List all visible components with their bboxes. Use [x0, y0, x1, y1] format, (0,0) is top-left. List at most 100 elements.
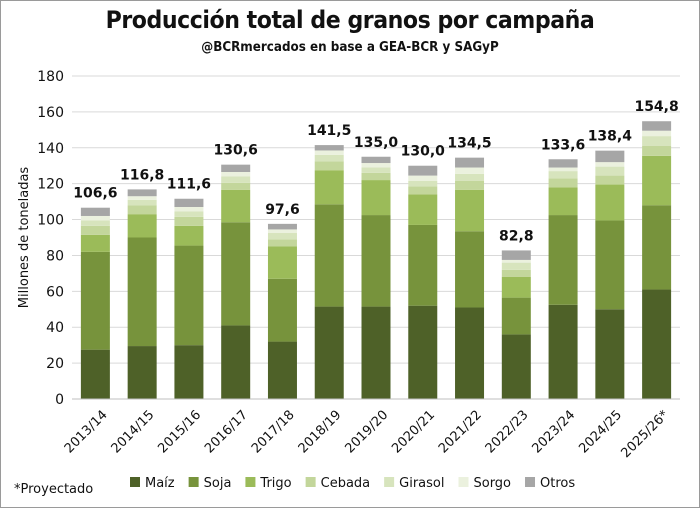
bar-segment [455, 157, 485, 168]
bar-segment [548, 159, 578, 168]
bar-segment [267, 233, 297, 240]
total-label: 130,0 [401, 144, 446, 160]
bar-segment [595, 166, 625, 176]
legend: Maíz Soja Trigo Cebada Girasol Sorgo Otros [130, 476, 575, 491]
x-tick-label: 2020/21 [389, 408, 438, 457]
bar-segment [267, 223, 297, 230]
x-tick-label: 2022/23 [483, 408, 532, 457]
projection-note: *Proyectado [14, 482, 94, 497]
bar-segment [221, 325, 251, 399]
bar-segment [642, 289, 672, 399]
bar-segment [361, 156, 391, 164]
x-tick-label: 2024/25 [576, 408, 625, 457]
bar-segment [595, 184, 625, 221]
bar-segment [501, 269, 531, 277]
x-tick-label: 2021/22 [436, 408, 485, 457]
legend-swatch [525, 477, 536, 487]
y-tick-label: 40 [46, 320, 64, 336]
bar-segment [595, 220, 625, 310]
bar-segment [221, 182, 251, 190]
total-label: 97,6 [265, 202, 300, 218]
bar-segment [642, 155, 672, 206]
y-tick-label: 140 [37, 141, 64, 157]
legend-swatch [245, 477, 256, 487]
bar-segment [408, 175, 438, 181]
bar-segment [548, 171, 578, 179]
x-tick-label: 2023/24 [530, 408, 579, 457]
bar-segment [642, 205, 672, 290]
bar-segment [314, 150, 344, 155]
bar-segment [501, 297, 531, 335]
bar-segment [127, 189, 157, 197]
bar-segment [314, 306, 344, 399]
bar-segment [80, 349, 110, 399]
bar-segment [314, 154, 344, 162]
legend-label: Maíz [145, 476, 175, 491]
y-axis-ticks: 0 20 40 60 80 100 120 140 160 180 [37, 69, 64, 408]
bar-segment [361, 215, 391, 307]
bar-segment [548, 187, 578, 216]
bar-segment [80, 225, 110, 235]
x-tick-label: 2025/26* [618, 407, 672, 461]
total-label: 106,6 [73, 186, 117, 202]
bar-segment [314, 170, 344, 205]
bar-segment [174, 245, 204, 346]
bar-segment [361, 167, 391, 173]
bar-segment [642, 145, 672, 156]
total-label: 133,6 [541, 137, 585, 153]
x-tick-label: 2017/18 [249, 408, 298, 457]
bar-segment [361, 163, 391, 168]
y-axis-label: Millones de toneladas [17, 167, 32, 309]
y-tick-label: 0 [55, 392, 64, 408]
bar-segment [642, 130, 672, 137]
bar-segment [501, 259, 531, 263]
bar-segment [221, 176, 251, 183]
bar-segment [221, 222, 251, 326]
bar-segment [127, 214, 157, 238]
bar-segment [267, 246, 297, 279]
y-tick-label: 80 [46, 248, 64, 264]
x-tick-label: 2016/17 [202, 408, 251, 457]
bar-segment [455, 173, 485, 181]
bar-segment [548, 167, 578, 172]
legend-label: Trigo [259, 476, 291, 491]
bar-segment [174, 211, 204, 217]
bar-segment [595, 150, 625, 163]
bar-segment [174, 206, 204, 212]
chart-subtitle: @BCRmercados en base a GEA-BCR y SAGyP [201, 40, 499, 55]
legend-label: Sorgo [473, 476, 511, 491]
bar-segment [548, 178, 578, 188]
legend-swatch [188, 477, 199, 487]
bar-segment [174, 225, 204, 246]
bar-segment [221, 172, 251, 177]
bar-segment [408, 165, 438, 176]
y-tick-label: 120 [37, 177, 64, 193]
bar-segment [408, 224, 438, 306]
bar-segment [548, 215, 578, 305]
bar-segment [267, 229, 297, 234]
x-tick-label: 2018/19 [296, 408, 345, 457]
bar-segment [501, 262, 531, 270]
bar-segment [595, 175, 625, 185]
bar-segment [361, 306, 391, 399]
x-tick-label: 2013/14 [62, 408, 111, 457]
bar-segment [501, 250, 531, 260]
bar-segment [408, 180, 438, 187]
legend-label: Otros [540, 476, 575, 491]
legend-swatch [130, 477, 140, 487]
bar-segment [548, 304, 578, 399]
legend-swatch [384, 477, 395, 487]
bar-segment [408, 305, 438, 399]
bar-segment [408, 194, 438, 225]
x-tick-label: 2014/15 [109, 408, 158, 457]
bar-segment [174, 216, 204, 226]
bar-segment [595, 162, 625, 167]
bar-segment [361, 172, 391, 181]
total-label: 141,5 [307, 123, 351, 139]
bar-segment [314, 145, 344, 151]
bar-segment [642, 121, 672, 131]
bar-segment [127, 205, 157, 215]
bar-segment [127, 199, 157, 206]
bar-segment [267, 239, 297, 247]
